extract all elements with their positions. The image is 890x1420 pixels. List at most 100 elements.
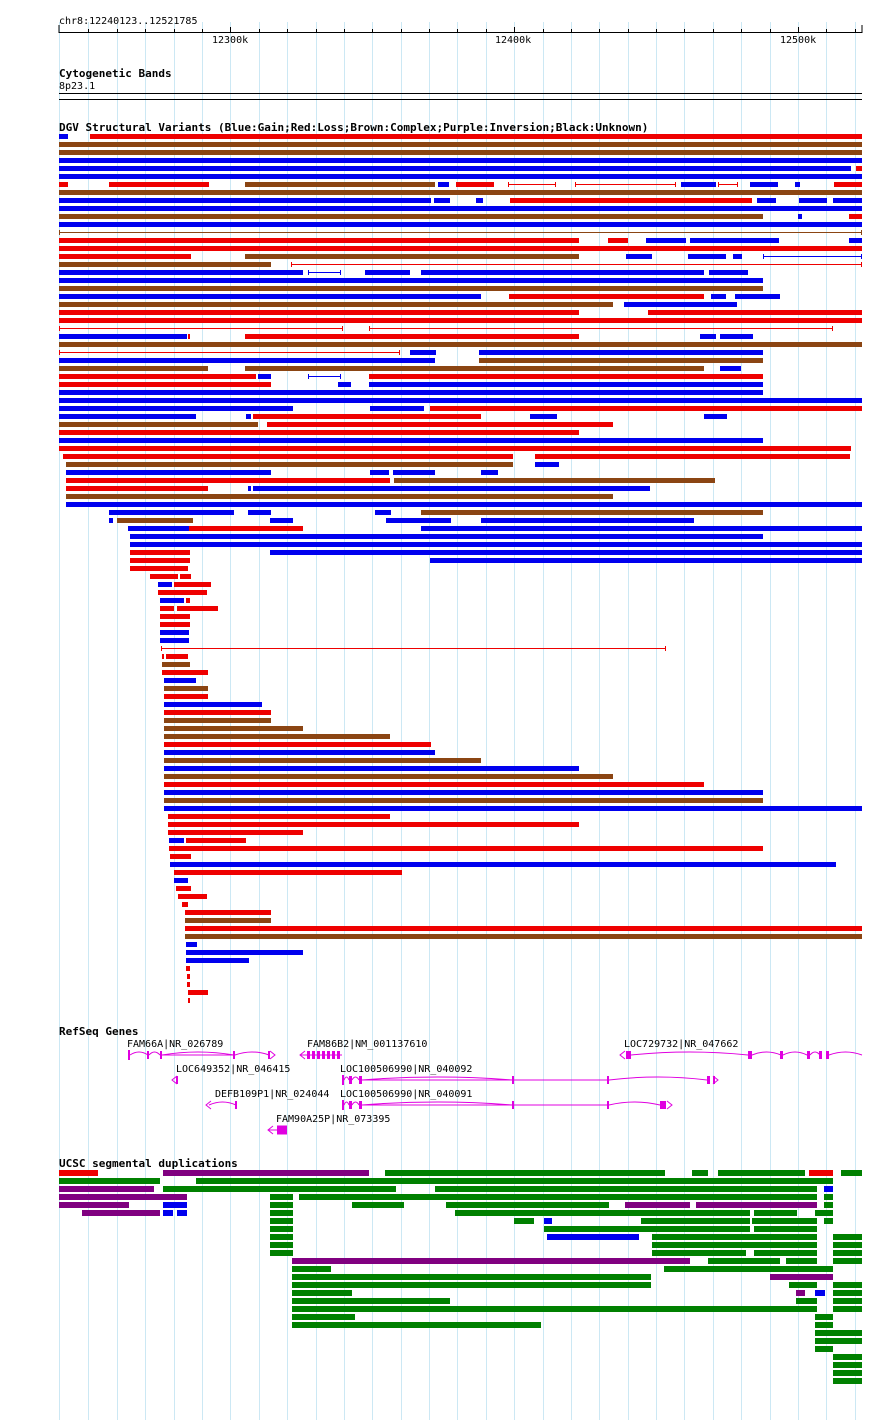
gene-exon [359,1101,362,1109]
dgv-variant [164,718,271,723]
gene-label[interactable]: LOC100506990|NR_040091 [340,1089,473,1100]
dgv-variant [59,238,579,243]
dgv-variant [394,478,715,483]
gene-exon [342,1075,344,1085]
gene-exon [707,1076,710,1084]
dgv-variant [270,518,293,523]
dgv-variant [160,598,184,603]
dgv-variant [59,166,851,171]
dgv-variant [59,214,763,219]
gene-label[interactable]: FAM86B2|NM_001137610 [307,1039,428,1050]
ruler-tick-label: 12500k [780,35,817,46]
segdup-feature [841,1170,862,1176]
segdup-feature [754,1226,817,1232]
gene-intron [828,1051,863,1056]
gene-label[interactable]: FAM66A|NR_026789 [127,1039,224,1050]
dgv-variant [267,422,613,427]
dgv-variant [248,486,251,491]
gene-exon [147,1051,149,1059]
dgv-variant [59,374,256,379]
dgv-variant [438,182,449,187]
segdup-feature [352,1202,404,1208]
dgv-variant [160,638,189,643]
dgv-variant [160,606,174,611]
dgv-variant [410,350,436,355]
dgv-variant [59,206,862,211]
dgv-variant [128,526,189,531]
dgv-variant [164,774,613,779]
segdup-feature [292,1282,651,1288]
dgv-variant [456,182,494,187]
dgv-variant [59,390,763,395]
dgv-variant [164,726,303,731]
dgv-variant [59,310,579,315]
segdup-feature [815,1290,825,1296]
segdup-feature [824,1194,833,1200]
dgv-variant [164,686,208,691]
segdup-feature [796,1290,805,1296]
segdup-feature [544,1218,552,1224]
dgv-variant [375,510,391,515]
dgv-variant [170,854,191,859]
gene-label[interactable]: LOC649352|NR_046415 [176,1064,291,1075]
segdup-feature [815,1210,833,1216]
segdup-feature [770,1274,833,1280]
gene-intron [608,1101,661,1106]
gene-intron [351,1101,360,1106]
gene-label[interactable]: FAM90A25P|NR_073395 [276,1114,391,1125]
segdup-feature [786,1258,817,1264]
dgv-variant [535,462,559,467]
dgv-variant [59,198,431,203]
dgv-variant [160,614,190,619]
gene-exon [780,1051,783,1059]
segdup-feature [833,1362,862,1368]
dgv-variant [720,334,753,339]
refseq-track-title[interactable]: RefSeq Genes [59,1025,139,1038]
gene-exon [176,1076,178,1084]
segdup-feature [292,1274,651,1280]
dgv-variant [188,990,208,995]
dgv-variant [481,518,694,523]
dgv-variant [59,422,258,427]
gene-exon [713,1076,715,1084]
dgv-variant [109,518,113,523]
dgv-variant [185,918,271,923]
gene-intron [234,1051,270,1056]
segdup-feature [292,1306,817,1312]
segdup-feature [292,1322,541,1328]
gene-label[interactable]: DEFB109P1|NR_024044 [215,1089,330,1100]
dgv-variant [164,798,763,803]
dgv-variant [59,334,187,339]
dgv-variant [186,950,303,955]
dgv-variant [370,406,424,411]
strand-arrow-icon [269,1050,276,1060]
segdup-feature [270,1250,293,1256]
segdup-track-title[interactable]: UCSC segmental duplications [59,1157,238,1170]
ruler-tick-label: 12400k [495,35,532,46]
segdup-feature [270,1218,293,1224]
segdup-feature [270,1202,293,1208]
dgv-variant [421,270,704,275]
gene-exon [307,1051,310,1059]
dgv-variant [186,966,190,971]
gene-exon [607,1076,609,1084]
dgv-variant [158,590,207,595]
gene-label[interactable]: LOC729732|NR_047662 [624,1039,739,1050]
gene-intron [208,1101,237,1106]
gene-exon [312,1051,315,1059]
gene-label[interactable]: LOC100506990|NR_040092 [340,1064,473,1075]
dgv-variant [130,566,188,571]
dgv-variant [369,374,763,379]
gene-exon [337,1051,340,1059]
dgv-variant [700,334,716,339]
dgv-track-title[interactable]: DGV Structural Variants (Blue:Gain;Red:L… [59,121,649,134]
dgv-variant [479,350,763,355]
dgv-variant [434,198,450,203]
dgv-variant [168,830,303,835]
dgv-variant [164,710,271,715]
dgv-variant [130,558,190,563]
segdup-feature [163,1202,187,1208]
